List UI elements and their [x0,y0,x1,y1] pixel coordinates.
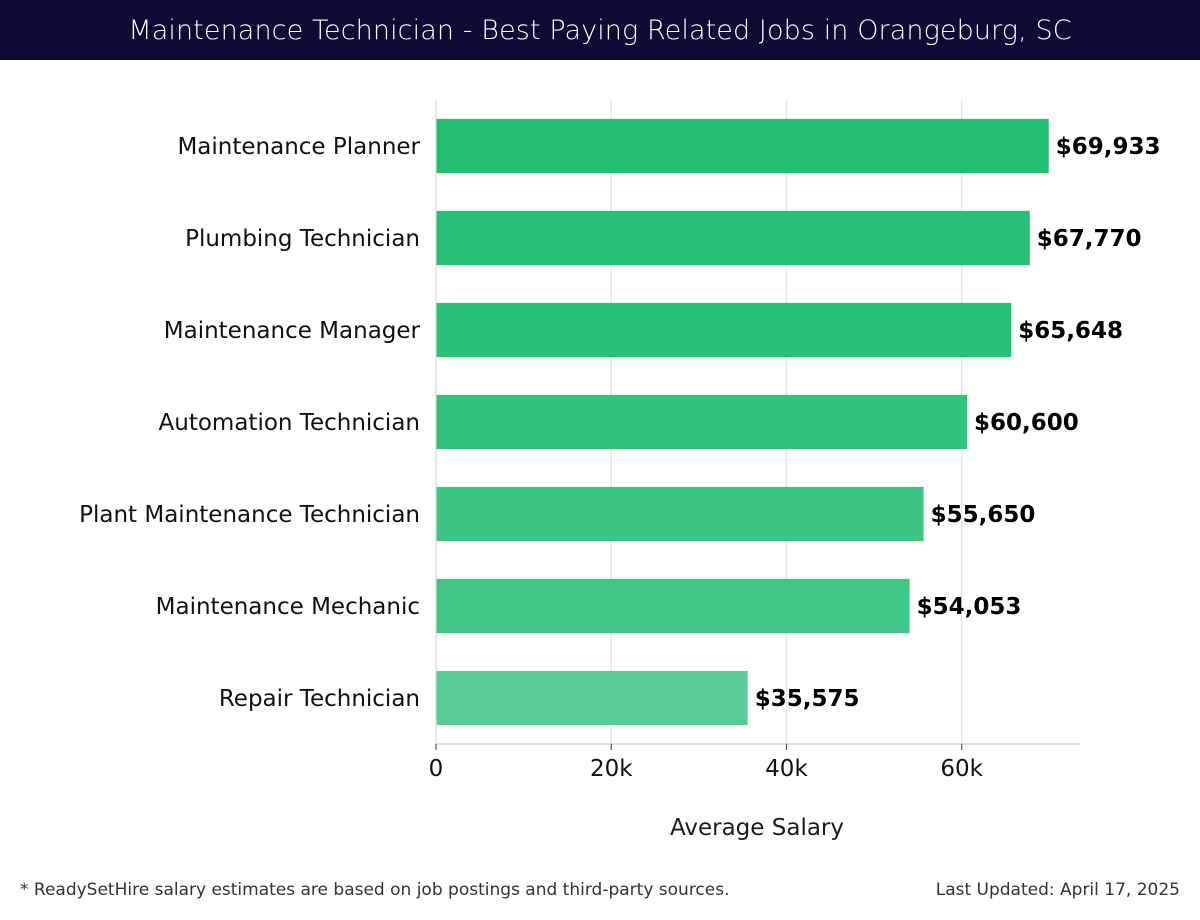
axes: Maintenance Planner $69,933 Plumbing Techn… [79,100,1161,782]
bar [436,670,748,726]
bars [436,118,1049,726]
salary-bar-chart: Maintenance Planner $69,933 Plumbing Techn… [79,100,1161,841]
value-label: $60,600 [974,410,1079,436]
chart-title-bar: Maintenance Technician - Best Paying Rel… [0,0,1200,60]
category-label: Plant Maintenance Technician [79,502,420,528]
value-label: $67,770 [1037,226,1142,252]
x-tick-label: 40k [765,756,808,782]
bar [436,578,910,634]
category-label: Automation Technician [159,410,420,436]
category-label: Maintenance Planner [177,134,420,160]
chart-title: Maintenance Technician - Best Paying Rel… [128,14,1072,46]
bar [436,486,924,542]
category-label: Maintenance Mechanic [156,594,420,620]
category-label: Repair Technician [219,686,420,712]
x-tick-label: 0 [429,756,444,782]
x-axis-title: Average Salary [670,815,844,841]
bar [436,302,1012,358]
value-label: $55,650 [931,502,1036,528]
value-label: $35,575 [755,686,860,712]
bar [436,210,1030,266]
category-label: Maintenance Manager [164,318,421,344]
bar [436,394,967,450]
value-label: $69,933 [1056,134,1161,160]
x-tick-label: 20k [590,756,633,782]
source-footnote: * ReadySetHire salary estimates are base… [20,880,730,900]
last-updated: Last Updated: April 17, 2025 [935,880,1180,900]
category-label: Plumbing Technician [185,226,420,252]
bar [436,118,1049,174]
value-label: $54,053 [917,594,1022,620]
value-label: $65,648 [1018,318,1123,344]
x-tick-label: 60k [940,756,983,782]
